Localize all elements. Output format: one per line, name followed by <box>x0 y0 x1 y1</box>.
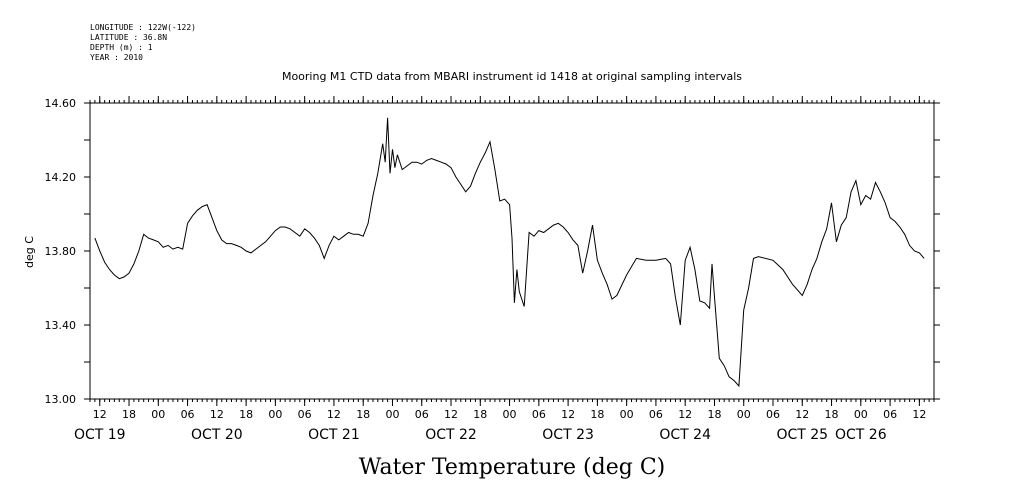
x-hour-tick-label: 12 <box>210 408 224 421</box>
y-axis-label: deg C <box>23 236 36 268</box>
y-tick-label: 13.40 <box>45 319 77 332</box>
x-hour-tick-label: 00 <box>737 408 751 421</box>
x-hour-tick-label: 00 <box>268 408 282 421</box>
x-hour-tick-label: 18 <box>590 408 604 421</box>
x-hour-tick-label: 06 <box>883 408 897 421</box>
x-hour-tick-label: 06 <box>532 408 546 421</box>
temperature-series-line <box>94 117 925 388</box>
x-hour-tick-label: 12 <box>561 408 575 421</box>
x-date-label: OCT 25 <box>776 427 828 443</box>
chart-title: Mooring M1 CTD data from MBARI instrumen… <box>282 70 742 83</box>
axis-ticks <box>84 96 940 406</box>
x-hour-tick-label: 18 <box>239 408 253 421</box>
meta-latitude: LATITUDE : 36.8N <box>90 33 167 42</box>
y-tick-label: 14.20 <box>45 171 77 184</box>
x-date-label: OCT 19 <box>74 427 126 443</box>
x-hour-tick-label: 00 <box>151 408 165 421</box>
x-hour-tick-label: 18 <box>473 408 487 421</box>
meta-longitude: LONGITUDE : 122W(-122) <box>90 23 196 32</box>
x-date-label: OCT 23 <box>542 427 594 443</box>
x-hour-tick-label: 18 <box>122 408 136 421</box>
x-hour-tick-label: 18 <box>707 408 721 421</box>
x-hour-tick-label: 06 <box>649 408 663 421</box>
x-hour-tick-label: 12 <box>795 408 809 421</box>
x-hour-tick-label: 12 <box>444 408 458 421</box>
x-hour-tick-label: 00 <box>385 408 399 421</box>
y-tick-label: 13.80 <box>45 245 77 258</box>
x-hour-tick-label: 12 <box>912 408 926 421</box>
x-hour-tick-label: 06 <box>298 408 312 421</box>
x-hour-tick-label: 18 <box>356 408 370 421</box>
x-date-label: OCT 21 <box>308 427 360 443</box>
x-hour-tick-label: 12 <box>327 408 341 421</box>
x-hour-tick-label: 00 <box>854 408 868 421</box>
x-hour-tick-label: 06 <box>766 408 780 421</box>
axis-labels: 12 18 00 06 12 18 00 06 12 18 00 06 12 18 00 06 12 18 00 06… <box>45 97 927 443</box>
meta-depth: DEPTH (m) : 1 <box>90 43 153 52</box>
x-hour-tick-label: 06 <box>181 408 195 421</box>
x-hour-tick-label: 12 <box>678 408 692 421</box>
x-hour-tick-label: 12 <box>93 408 107 421</box>
x-hour-tick-label: 06 <box>415 408 429 421</box>
x-date-label: OCT 22 <box>425 427 477 443</box>
y-tick-label: 14.60 <box>45 97 77 110</box>
x-hour-tick-label: 00 <box>620 408 634 421</box>
x-axis-label: Water Temperature (deg C) <box>359 455 666 480</box>
x-date-label: OCT 26 <box>835 427 887 443</box>
x-hour-tick-label: 00 <box>503 408 517 421</box>
metadata-block: LONGITUDE : 122W(-122) LATITUDE : 36.8N … <box>90 23 196 62</box>
x-hour-tick-label: 18 <box>825 408 839 421</box>
x-date-label: OCT 20 <box>191 427 243 443</box>
x-date-label: OCT 24 <box>659 427 711 443</box>
y-tick-label: 13.00 <box>45 393 77 406</box>
meta-year: YEAR : 2010 <box>90 53 143 62</box>
